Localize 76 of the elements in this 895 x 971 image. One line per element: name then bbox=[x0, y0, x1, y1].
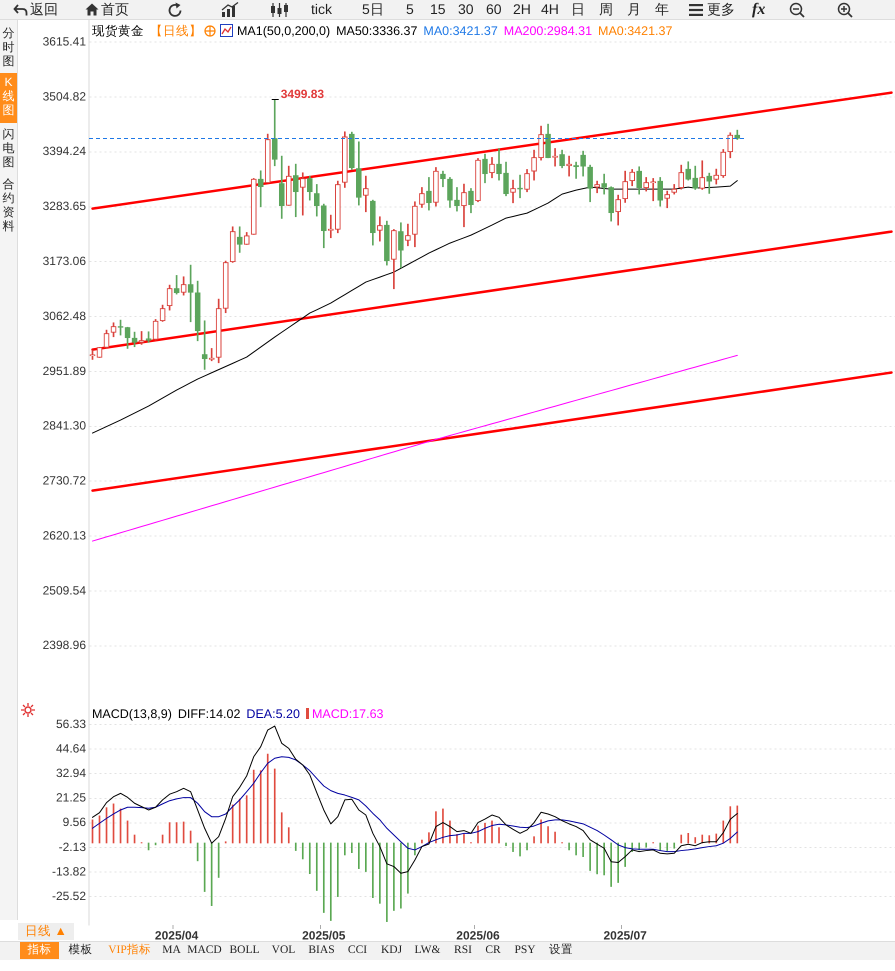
y-tick-label: 3283.65 bbox=[42, 199, 86, 214]
y-tick-label: 3062.48 bbox=[42, 308, 86, 323]
chart-title: 现货黄金 bbox=[92, 24, 144, 38]
legend-label: MACD:17.63 bbox=[312, 706, 384, 721]
text: 月 bbox=[627, 1, 641, 18]
chart-subtitle: 【日线】 bbox=[150, 24, 202, 38]
text: 5日 bbox=[362, 1, 384, 18]
x-tick-label: 2025/04 bbox=[154, 928, 199, 943]
y-tick-label: 9.56 bbox=[62, 815, 86, 830]
y-tick-label: 3173.06 bbox=[42, 254, 86, 268]
y-tick-label: 2730.72 bbox=[42, 474, 86, 488]
text: MA bbox=[161, 943, 182, 958]
text: 日 bbox=[571, 1, 585, 18]
y-tick-label: 2951.89 bbox=[42, 364, 86, 378]
annotation: MA0:3421.37 bbox=[598, 24, 672, 38]
y-tick-label: 3615.41 bbox=[42, 34, 86, 48]
text: 分时图 bbox=[2, 25, 16, 70]
y-tick-label: 2841.30 bbox=[42, 418, 86, 433]
text: 4H bbox=[541, 1, 559, 18]
y-tick-label: 21.25 bbox=[56, 790, 86, 805]
text: 60 bbox=[486, 1, 502, 18]
text: CR bbox=[484, 943, 502, 958]
y-tick-label: 44.64 bbox=[56, 741, 86, 756]
text: 更多 bbox=[707, 1, 735, 18]
text: 5 bbox=[406, 1, 414, 18]
text: fx bbox=[752, 1, 766, 18]
y-tick-label: 3504.82 bbox=[42, 89, 86, 104]
text: 返回 bbox=[30, 1, 58, 18]
text: VOL bbox=[270, 943, 296, 958]
text: RSI bbox=[453, 943, 473, 958]
text: MA50:3336.37 bbox=[336, 24, 418, 38]
y-tick-label: -2.13 bbox=[58, 840, 86, 854]
text: BIAS bbox=[307, 943, 336, 958]
y-tick-label: 56.33 bbox=[56, 716, 86, 731]
x-tick-label: 2025/05 bbox=[302, 928, 346, 943]
text: LW& bbox=[414, 943, 442, 958]
x-tick-label: 2025/07 bbox=[603, 928, 648, 943]
text: 日线 ▲ bbox=[18, 923, 74, 940]
y-tick-label: 32.94 bbox=[56, 766, 86, 780]
annotation: 3499.83 bbox=[280, 86, 324, 101]
text: tick bbox=[311, 1, 332, 18]
legend-title: MA1(50,0,200,0) bbox=[237, 24, 330, 38]
text: 合约资料 bbox=[2, 176, 16, 235]
text: 2H bbox=[513, 1, 531, 18]
y-tick-label: 3394.24 bbox=[42, 144, 86, 158]
text: PSY bbox=[513, 943, 537, 958]
text: CCI bbox=[346, 943, 368, 958]
candlestick bbox=[138, 331, 144, 345]
text: MA200:2984.31 bbox=[504, 24, 592, 38]
text: MACD(13,8,9) bbox=[92, 706, 172, 721]
text: KDJ bbox=[380, 943, 404, 958]
text: 30 bbox=[458, 1, 474, 18]
ref-line-label: MA0:3421.37 bbox=[423, 24, 498, 38]
text: MACD bbox=[186, 943, 223, 958]
text: 年 bbox=[655, 1, 669, 18]
text: 设置 bbox=[548, 942, 574, 958]
y-tick-label: -25.52 bbox=[52, 888, 86, 903]
x-tick-label: 2025/06 bbox=[456, 928, 500, 943]
text: 首页 bbox=[101, 1, 129, 18]
candlestick bbox=[118, 320, 124, 336]
text: VIP指标 bbox=[107, 942, 152, 958]
y-tick-label: 2509.54 bbox=[42, 583, 86, 598]
y-tick-label: 2620.13 bbox=[42, 528, 86, 542]
text: K线图 bbox=[0, 73, 17, 123]
text: 15 bbox=[430, 1, 446, 18]
text: DIFF:14.02 bbox=[178, 706, 240, 721]
y-tick-label: -13.82 bbox=[52, 864, 86, 878]
text: DEA:5.20 bbox=[246, 706, 300, 721]
text: 模板 bbox=[68, 942, 94, 958]
text: 闪电图 bbox=[2, 126, 16, 171]
candlestick bbox=[510, 180, 516, 204]
text: 指标 bbox=[20, 942, 59, 959]
y-tick-label: 2398.96 bbox=[42, 638, 86, 652]
text: 周 bbox=[599, 1, 613, 18]
text: BOLL bbox=[228, 943, 261, 958]
candlestick bbox=[454, 187, 460, 212]
